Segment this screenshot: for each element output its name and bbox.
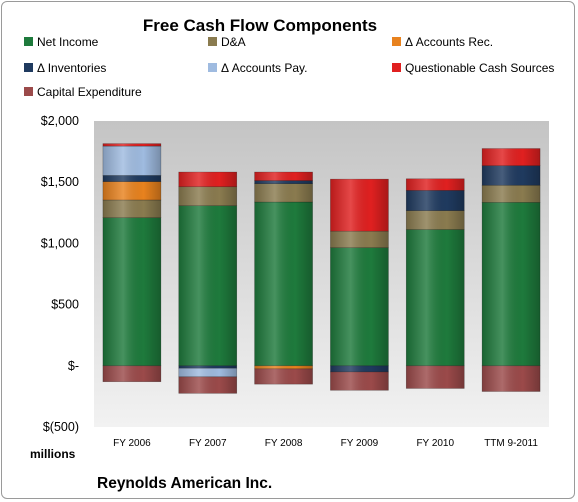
- legend-label-capital-expenditure: Capital Expenditure: [37, 85, 142, 99]
- bar-d-a-fy-2007-shading: [178, 186, 237, 206]
- bar-accounts-rec-fy-2008-shading: [254, 365, 313, 369]
- chart-title: Free Cash Flow Components: [143, 16, 377, 35]
- legend-swatch-questionable-cash-sources: [392, 63, 401, 72]
- bar-capital-expenditure-fy-2009-shading: [330, 371, 389, 391]
- bar-capital-expenditure-fy-2008-shading: [254, 368, 313, 385]
- bar-accounts-rec-fy-2006-shading: [102, 181, 161, 200]
- bar-net-income-fy-2009-shading: [330, 247, 389, 366]
- legend-label-d-a: D&A: [221, 35, 246, 49]
- y-tick-label: $1,000: [41, 236, 79, 250]
- legend-swatch-d-a: [208, 37, 217, 46]
- legend-swatch-accounts-pay: [208, 63, 217, 72]
- y-tick-label: $(500): [43, 420, 79, 434]
- y-tick-label: $-: [68, 359, 79, 373]
- x-tick-label: TTM 9-2011: [484, 438, 538, 449]
- x-tick-label: FY 2009: [341, 438, 379, 449]
- legend-swatch-net-income: [24, 37, 33, 46]
- legend-label-inventories: Δ Inventories: [37, 61, 106, 75]
- bar-d-a-ttm-9-2011-shading: [482, 185, 541, 203]
- bar-capital-expenditure-fy-2007-shading: [178, 376, 237, 394]
- bar-d-a-fy-2006-shading: [102, 199, 161, 218]
- bar-inventories-fy-2006-shading: [102, 175, 161, 182]
- y-axis: $2,000 $1,500 $1,000 $500 $- $(500): [41, 114, 79, 434]
- bar-capital-expenditure-fy-2006-shading: [102, 365, 161, 382]
- x-tick-label: FY 2008: [265, 438, 303, 449]
- bar-inventories-fy-2009-shading: [330, 365, 389, 372]
- bar-questionable-cash-sources-fy-2008-shading: [254, 172, 313, 181]
- x-tick-label: FY 2010: [416, 438, 454, 449]
- legend-swatch-capital-expenditure: [24, 87, 33, 96]
- y-tick-label: $500: [51, 298, 79, 312]
- bar-inventories-fy-2008-shading: [254, 180, 313, 184]
- x-axis: FY 2006 FY 2007 FY 2008 FY 2009 FY 2010 TTM 9…: [113, 438, 538, 449]
- bar-net-income-fy-2006-shading: [102, 217, 161, 366]
- bar-net-income-fy-2007-shading: [178, 205, 237, 366]
- bar-net-income-ttm-9-2011-shading: [482, 202, 541, 366]
- company-name: Reynolds American Inc.: [97, 475, 272, 492]
- x-tick-label: FY 2006: [113, 438, 151, 449]
- bar-questionable-cash-sources-fy-2006-shading: [102, 143, 161, 147]
- bar-net-income-fy-2010-shading: [406, 229, 465, 366]
- bar-d-a-fy-2010-shading: [406, 210, 465, 230]
- legend-swatch-accounts-rec: [392, 37, 401, 46]
- bar-questionable-cash-sources-ttm-9-2011-shading: [482, 148, 541, 166]
- bar-net-income-fy-2008-shading: [254, 202, 313, 366]
- bar-d-a-fy-2008-shading: [254, 183, 313, 203]
- bar-accounts-pay-fy-2007-shading: [178, 368, 237, 377]
- legend: Net Income D&A Δ Accounts Rec. Δ Inventorie…: [24, 35, 554, 99]
- bar-capital-expenditure-fy-2010-shading: [406, 365, 465, 389]
- bar-inventories-ttm-9-2011-shading: [482, 165, 541, 186]
- legend-label-accounts-rec: Δ Accounts Rec.: [405, 35, 493, 49]
- legend-swatch-inventories: [24, 63, 33, 72]
- bars: [102, 143, 541, 394]
- bar-accounts-pay-fy-2006-shading: [102, 146, 161, 176]
- units-label: millions: [30, 447, 76, 461]
- bar-questionable-cash-sources-fy-2007-shading: [178, 172, 237, 187]
- legend-label-net-income: Net Income: [37, 35, 99, 49]
- y-tick-label: $1,500: [41, 175, 79, 189]
- bar-inventories-fy-2010-shading: [406, 190, 465, 211]
- x-tick-label: FY 2007: [189, 438, 227, 449]
- bar-capital-expenditure-ttm-9-2011-shading: [482, 365, 541, 392]
- legend-label-questionable-cash-sources: Questionable Cash Sources: [405, 61, 554, 75]
- bar-d-a-fy-2009-shading: [330, 231, 389, 248]
- y-tick-label: $2,000: [41, 114, 79, 128]
- bar-inventories-fy-2007-shading: [178, 365, 237, 369]
- plot-area: [94, 121, 549, 427]
- bar-questionable-cash-sources-fy-2010-shading: [406, 178, 465, 191]
- legend-label-accounts-pay: Δ Accounts Pay.: [221, 61, 308, 75]
- bar-questionable-cash-sources-fy-2009-shading: [330, 179, 389, 232]
